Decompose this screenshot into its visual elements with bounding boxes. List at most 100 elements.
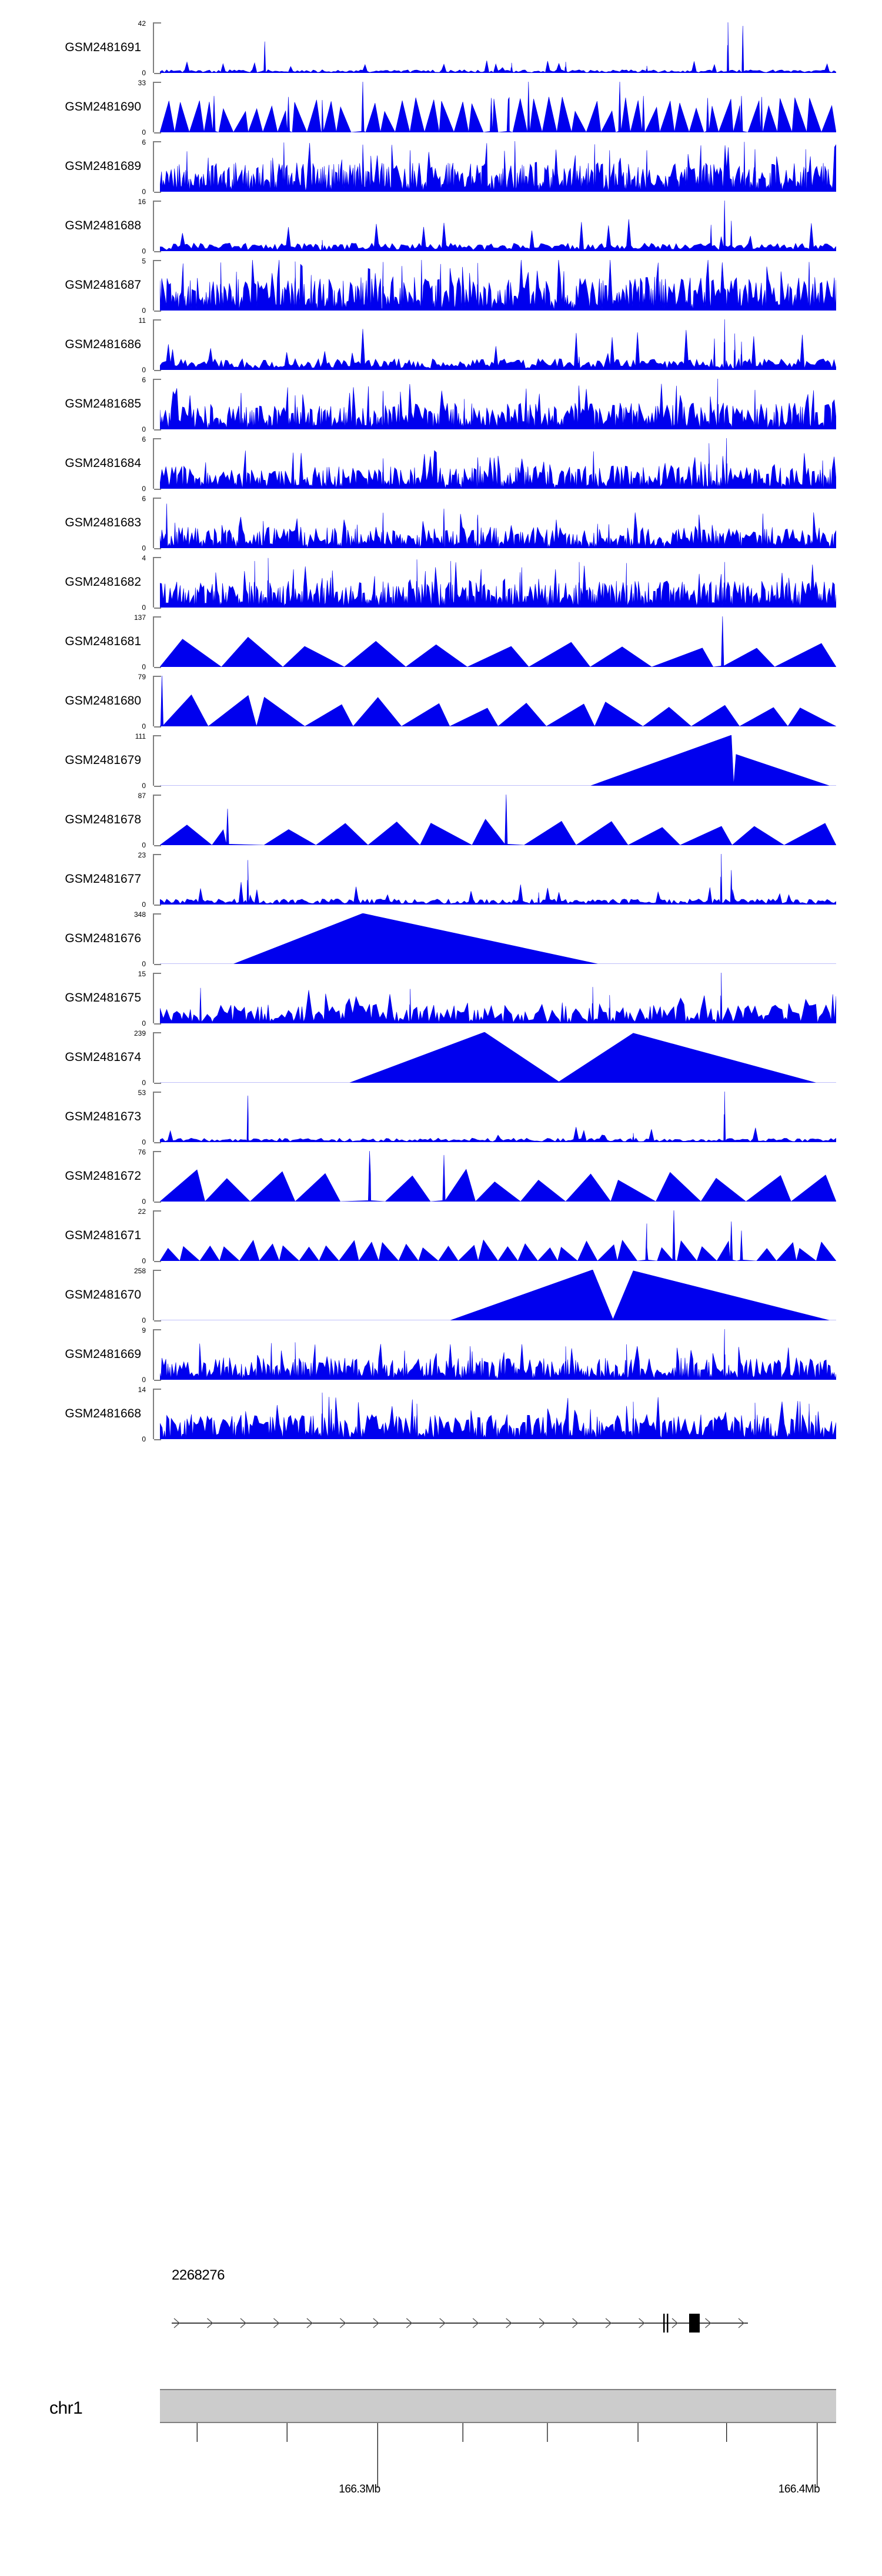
track-y-axis bbox=[153, 1032, 161, 1084]
coverage-track[interactable]: GSM2481677 23 0 bbox=[0, 852, 882, 909]
coverage-track[interactable]: GSM2481683 6 0 bbox=[0, 495, 882, 553]
track-y-min-label: 0 bbox=[142, 663, 146, 671]
coverage-track[interactable]: GSM2481674 239 0 bbox=[0, 1030, 882, 1087]
chromosome-ideogram[interactable] bbox=[160, 2389, 836, 2423]
track-sample-label: GSM2481671 bbox=[65, 1229, 141, 1242]
track-sample-label: GSM2481688 bbox=[65, 219, 141, 232]
coverage-track[interactable]: GSM2481691 42 0 bbox=[0, 20, 882, 78]
track-sample-label: GSM2481682 bbox=[65, 575, 141, 589]
track-coverage-plot[interactable] bbox=[160, 201, 836, 251]
track-y-max-label: 79 bbox=[138, 673, 146, 681]
coverage-track[interactable]: GSM2481669 9 0 bbox=[0, 1327, 882, 1384]
track-coverage-plot[interactable] bbox=[160, 1389, 836, 1439]
track-coverage-plot[interactable] bbox=[160, 1329, 836, 1380]
track-sample-label: GSM2481678 bbox=[65, 813, 141, 826]
coverage-track[interactable]: GSM2481671 22 0 bbox=[0, 1208, 882, 1266]
track-y-axis bbox=[153, 260, 161, 312]
track-y-min-label: 0 bbox=[142, 722, 146, 730]
coordinate-ruler bbox=[196, 2423, 818, 2488]
track-y-max-label: 14 bbox=[138, 1386, 146, 1394]
track-y-max-label: 23 bbox=[138, 851, 146, 859]
coverage-track[interactable]: GSM2481675 15 0 bbox=[0, 970, 882, 1028]
coverage-track[interactable]: GSM2481679 111 0 bbox=[0, 733, 882, 790]
track-y-axis bbox=[153, 913, 161, 965]
track-sample-label: GSM2481686 bbox=[65, 338, 141, 351]
track-y-max-label: 6 bbox=[142, 435, 146, 443]
coverage-track[interactable]: GSM2481673 53 0 bbox=[0, 1089, 882, 1147]
track-coverage-plot[interactable] bbox=[160, 22, 836, 73]
track-coverage-plot[interactable] bbox=[160, 973, 836, 1023]
coverage-track[interactable]: GSM2481689 6 0 bbox=[0, 139, 882, 196]
track-y-min-label: 0 bbox=[142, 544, 146, 552]
track-coverage-plot[interactable] bbox=[160, 260, 836, 311]
track-coverage-plot[interactable] bbox=[160, 913, 836, 964]
track-sample-label: GSM2481681 bbox=[65, 635, 141, 648]
track-y-axis bbox=[153, 1210, 161, 1262]
coverage-track[interactable]: GSM2481676 348 0 bbox=[0, 911, 882, 969]
track-y-min-label: 0 bbox=[142, 247, 146, 255]
track-y-axis bbox=[153, 973, 161, 1025]
track-sample-label: GSM2481680 bbox=[65, 694, 141, 708]
track-coverage-plot[interactable] bbox=[160, 1210, 836, 1261]
track-coverage-plot[interactable] bbox=[160, 676, 836, 726]
track-coverage-plot[interactable] bbox=[160, 854, 836, 905]
track-y-axis bbox=[153, 141, 161, 193]
track-y-min-label: 0 bbox=[142, 960, 146, 968]
coverage-track[interactable]: GSM2481680 79 0 bbox=[0, 673, 882, 731]
coverage-track[interactable]: GSM2481682 4 0 bbox=[0, 555, 882, 612]
track-coverage-plot[interactable] bbox=[160, 735, 836, 786]
coverage-track[interactable]: GSM2481678 87 0 bbox=[0, 792, 882, 850]
coverage-track[interactable]: GSM2481690 33 0 bbox=[0, 79, 882, 137]
track-coverage-plot[interactable] bbox=[160, 1151, 836, 1202]
track-y-min-label: 0 bbox=[142, 306, 146, 315]
gene-model[interactable] bbox=[160, 2311, 836, 2335]
track-coverage-plot[interactable] bbox=[160, 557, 836, 608]
track-coverage-plot[interactable] bbox=[160, 616, 836, 667]
coverage-track[interactable]: GSM2481686 11 0 bbox=[0, 317, 882, 375]
track-y-axis bbox=[153, 616, 161, 668]
track-y-min-label: 0 bbox=[142, 69, 146, 77]
track-y-min-label: 0 bbox=[142, 485, 146, 493]
track-coverage-plot[interactable] bbox=[160, 1092, 836, 1142]
coverage-track[interactable]: GSM2481681 137 0 bbox=[0, 614, 882, 672]
track-y-max-label: 5 bbox=[142, 257, 146, 265]
coverage-track[interactable]: GSM2481668 14 0 bbox=[0, 1386, 882, 1444]
track-coverage-plot[interactable] bbox=[160, 438, 836, 489]
track-y-axis bbox=[153, 201, 161, 252]
track-coverage-plot[interactable] bbox=[160, 141, 836, 192]
coverage-track[interactable]: GSM2481672 76 0 bbox=[0, 1149, 882, 1206]
track-y-min-label: 0 bbox=[142, 1435, 146, 1443]
track-y-max-label: 4 bbox=[142, 554, 146, 562]
track-sample-label: GSM2481677 bbox=[65, 872, 141, 886]
track-y-max-label: 76 bbox=[138, 1148, 146, 1156]
track-y-max-label: 6 bbox=[142, 138, 146, 146]
track-y-min-label: 0 bbox=[142, 128, 146, 136]
coverage-track[interactable]: GSM2481685 6 0 bbox=[0, 376, 882, 434]
track-coverage-plot[interactable] bbox=[160, 498, 836, 548]
track-y-min-label: 0 bbox=[142, 1138, 146, 1146]
track-y-max-label: 16 bbox=[138, 198, 146, 206]
track-y-min-label: 0 bbox=[142, 1257, 146, 1265]
track-coverage-plot[interactable] bbox=[160, 82, 836, 132]
track-sample-label: GSM2481689 bbox=[65, 159, 141, 173]
track-coverage-plot[interactable] bbox=[160, 795, 836, 845]
track-coverage-plot[interactable] bbox=[160, 1270, 836, 1320]
ruler-tick-label: 166.3Mb bbox=[339, 2483, 380, 2495]
track-y-max-label: 137 bbox=[133, 613, 146, 622]
coverage-track[interactable]: GSM2481670 258 0 bbox=[0, 1267, 882, 1325]
track-coverage-plot[interactable] bbox=[160, 319, 836, 370]
track-sample-label: GSM2481674 bbox=[65, 1050, 141, 1064]
track-y-min-label: 0 bbox=[142, 188, 146, 196]
coverage-track[interactable]: GSM2481684 6 0 bbox=[0, 436, 882, 493]
track-sample-label: GSM2481684 bbox=[65, 456, 141, 470]
coverage-track[interactable]: GSM2481688 16 0 bbox=[0, 198, 882, 256]
track-coverage-plot[interactable] bbox=[160, 379, 836, 429]
track-sample-label: GSM2481679 bbox=[65, 753, 141, 767]
coverage-track[interactable]: GSM2481687 5 0 bbox=[0, 258, 882, 315]
track-coverage-plot[interactable] bbox=[160, 1032, 836, 1083]
track-y-max-label: 22 bbox=[138, 1207, 146, 1216]
track-sample-label: GSM2481683 bbox=[65, 516, 141, 529]
track-y-max-label: 87 bbox=[138, 792, 146, 800]
track-y-max-label: 53 bbox=[138, 1089, 146, 1097]
track-y-min-label: 0 bbox=[142, 900, 146, 909]
